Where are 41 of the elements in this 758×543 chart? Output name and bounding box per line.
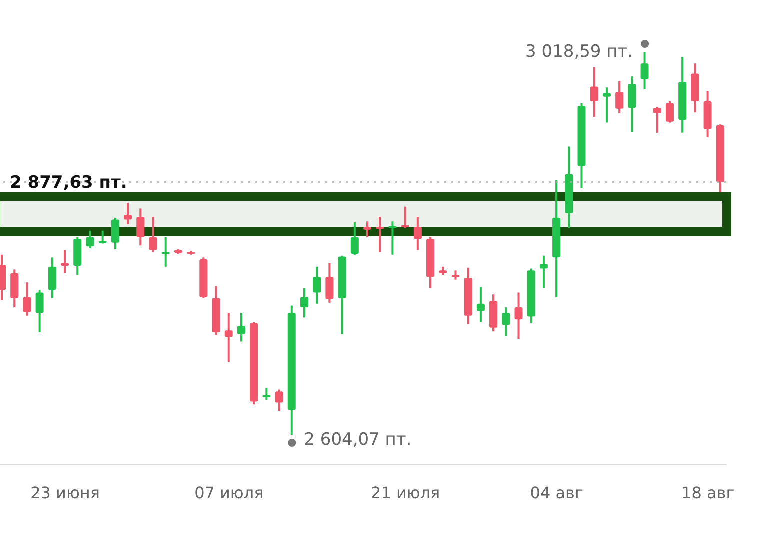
candlestick — [61, 249, 70, 274]
candlestick — [602, 86, 611, 124]
candlestick — [364, 220, 372, 238]
candlestick — [326, 262, 334, 304]
candlestick — [350, 222, 359, 256]
x-tick-label: 18 авг — [682, 483, 735, 502]
candlestick — [86, 230, 94, 250]
x-tick-label: 21 июля — [371, 483, 440, 502]
candlestick — [300, 287, 308, 319]
x-tick-label: 07 июля — [194, 483, 264, 502]
candlestick — [275, 388, 284, 412]
annotation: 3 018,59 пт. — [526, 42, 634, 62]
ref-line-label: 2 877,63 пт. — [10, 173, 128, 194]
candlestick — [111, 216, 120, 250]
candlestick — [23, 282, 32, 317]
candlestick — [376, 216, 384, 254]
annotation: 2 604,07 пт. — [304, 430, 412, 450]
candlestick — [149, 216, 158, 254]
candlestick — [540, 254, 548, 290]
candlestick — [414, 216, 422, 252]
candlestick — [502, 306, 510, 338]
candlestick — [476, 286, 485, 324]
candlestick — [98, 230, 107, 245]
candlestick — [262, 386, 271, 401]
candlestick — [237, 312, 246, 343]
candlestick — [401, 206, 410, 230]
candlestick — [590, 66, 598, 118]
candlestick — [124, 202, 132, 226]
candlestick — [653, 106, 662, 134]
x-tick-label: 04 авг — [530, 483, 584, 502]
candlestick — [48, 256, 56, 300]
candlestick — [640, 52, 649, 91]
candlestick — [666, 100, 674, 124]
candlestick — [313, 266, 322, 305]
candlestick — [514, 292, 523, 340]
candlestick — [136, 208, 145, 247]
candlestick — [224, 312, 233, 364]
x-tick-label: 23 июня — [30, 483, 100, 502]
candlestick — [36, 289, 44, 334]
candlestick — [616, 80, 624, 115]
candlestick — [162, 236, 170, 268]
